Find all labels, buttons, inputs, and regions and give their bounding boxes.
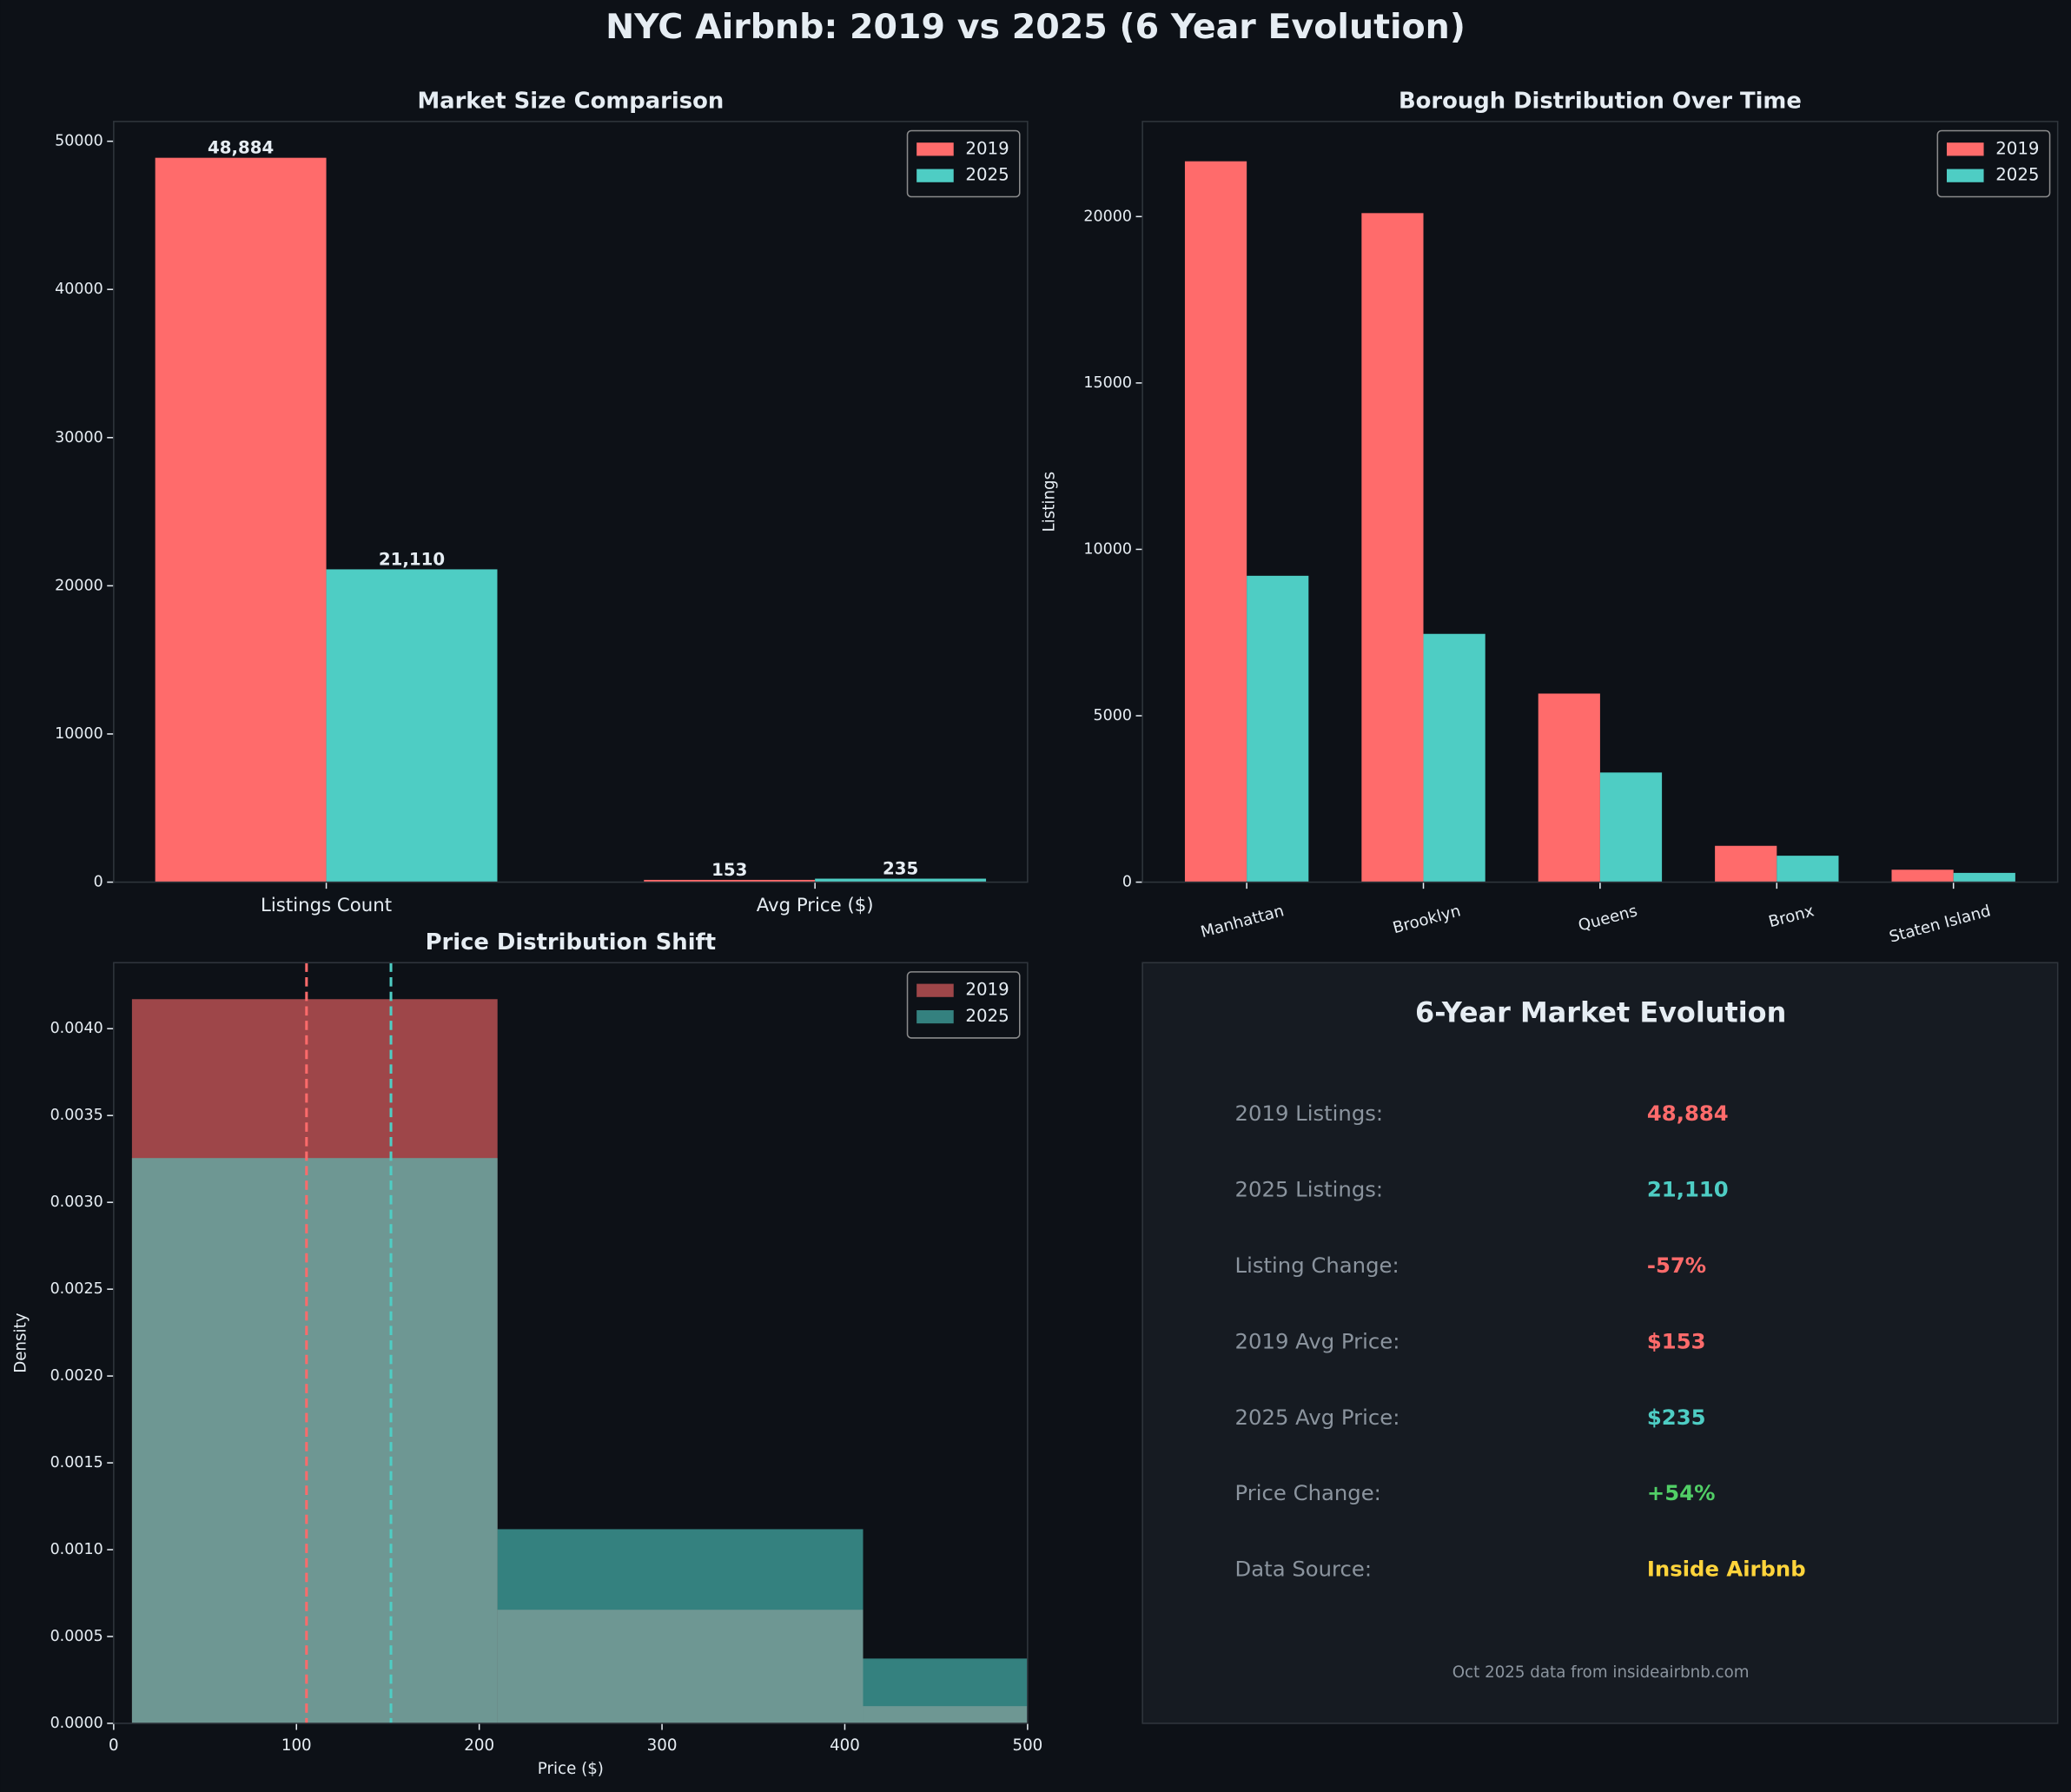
y-tick-label: 0.0040 xyxy=(50,1020,103,1037)
histogram-bar xyxy=(863,1658,1028,1723)
bar xyxy=(1953,872,2015,883)
legend-swatch xyxy=(916,169,954,182)
summary-label: Data Source: xyxy=(1235,1557,1372,1582)
y-tick-label: 40000 xyxy=(55,281,103,298)
y-tick-label: 0.0025 xyxy=(50,1280,103,1298)
legend-swatch xyxy=(916,1010,954,1024)
summary-footnote: Oct 2025 data from insideairbnb.com xyxy=(1452,1663,1750,1682)
y-tick-label: 0.0005 xyxy=(50,1628,103,1645)
axes-frame xyxy=(113,121,1029,883)
bar xyxy=(1777,856,1839,883)
x-tick-label: Avg Price ($) xyxy=(757,895,874,916)
x-tick-label: 500 xyxy=(1012,1736,1042,1755)
summary-value: 48,884 xyxy=(1647,1101,1729,1126)
bar xyxy=(1184,161,1247,883)
plot-area xyxy=(1184,161,2015,883)
x-tick-label: 200 xyxy=(464,1736,494,1755)
plot-area xyxy=(131,962,1028,1723)
summary-panel xyxy=(1141,962,2059,1724)
y-tick-label: 0.0020 xyxy=(50,1367,103,1385)
summary-value: 21,110 xyxy=(1647,1177,1729,1202)
y-axis-label: Density xyxy=(11,1313,30,1373)
y-tick-label: 15000 xyxy=(1083,374,1132,392)
summary-value: $235 xyxy=(1647,1405,1706,1430)
x-tick-label: 400 xyxy=(830,1736,860,1755)
y-tick-label: 30000 xyxy=(55,429,103,446)
plot-area xyxy=(155,157,987,883)
summary-value: Inside Airbnb xyxy=(1647,1557,1806,1582)
y-tick-label: 0.0035 xyxy=(50,1107,103,1124)
summary-value: +54% xyxy=(1647,1480,1716,1505)
y-tick-label: 0.0000 xyxy=(50,1715,103,1732)
legend-label: 2019 xyxy=(965,980,1009,1000)
bar xyxy=(644,879,816,883)
value-label: 153 xyxy=(711,860,747,880)
y-tick-label: 10000 xyxy=(55,725,103,743)
bar xyxy=(1247,575,1309,883)
x-tick-label: 300 xyxy=(647,1736,678,1755)
legend-swatch xyxy=(1946,142,1984,156)
axes-frame xyxy=(1141,121,2059,883)
y-tick-label: 0 xyxy=(1122,874,1132,891)
value-label: 21,110 xyxy=(379,549,445,569)
chart-title: Borough Distribution Over Time xyxy=(1399,89,1802,115)
figure-title: NYC Airbnb: 2019 vs 2025 (6 Year Evoluti… xyxy=(605,7,1466,47)
x-tick-label: 0 xyxy=(109,1736,119,1755)
legend-label: 2019 xyxy=(965,138,1009,158)
legend-label: 2025 xyxy=(1995,165,2039,185)
x-axis-label: Price ($) xyxy=(538,1760,604,1778)
y-axis-label: Listings xyxy=(1041,472,1059,532)
y-tick-label: 20000 xyxy=(55,577,103,594)
bar xyxy=(1715,845,1777,883)
summary-title: 6-Year Market Evolution xyxy=(1415,996,1786,1029)
legend-swatch xyxy=(916,983,954,997)
legend-label: 2025 xyxy=(965,165,1009,185)
bar xyxy=(155,157,327,883)
x-tick-label: Listings Count xyxy=(261,895,392,916)
summary-label: Listing Change: xyxy=(1235,1253,1399,1278)
histogram-bar xyxy=(131,1158,498,1723)
summary-label: Price Change: xyxy=(1235,1480,1381,1505)
y-tick-label: 50000 xyxy=(55,133,103,150)
histogram-bar xyxy=(497,1529,863,1723)
value-label: 235 xyxy=(883,858,918,878)
legend-swatch xyxy=(916,142,954,156)
axes-frame xyxy=(113,962,1029,1724)
summary-label: 2025 Listings: xyxy=(1235,1177,1384,1202)
chart-title: Market Size Comparison xyxy=(417,89,724,115)
bar xyxy=(1423,633,1485,883)
summary-value: -57% xyxy=(1647,1253,1706,1278)
bar xyxy=(1891,870,1954,883)
bar xyxy=(326,569,498,883)
x-tick-label: 100 xyxy=(281,1736,312,1755)
legend-label: 2019 xyxy=(1995,138,2039,158)
bar xyxy=(1538,693,1600,883)
y-tick-label: 0.0010 xyxy=(50,1541,103,1558)
summary-value: $153 xyxy=(1647,1328,1706,1353)
legend-label: 2025 xyxy=(965,1006,1009,1026)
bar xyxy=(1599,772,1663,883)
y-tick-label: 10000 xyxy=(1083,540,1132,558)
y-tick-label: 0.0030 xyxy=(50,1194,103,1211)
summary-label: 2019 Listings: xyxy=(1235,1101,1384,1126)
y-tick-label: 0 xyxy=(94,874,103,891)
chart-title: Price Distribution Shift xyxy=(426,929,717,956)
bar xyxy=(815,878,987,883)
summary-label: 2025 Avg Price: xyxy=(1235,1405,1400,1430)
legend-swatch xyxy=(1946,169,1984,182)
y-tick-label: 5000 xyxy=(1094,707,1132,724)
value-label: 48,884 xyxy=(208,138,274,158)
y-tick-label: 20000 xyxy=(1083,208,1132,225)
summary-label: 2019 Avg Price: xyxy=(1235,1328,1400,1353)
y-tick-label: 0.0015 xyxy=(50,1454,103,1471)
bar xyxy=(1361,213,1424,883)
